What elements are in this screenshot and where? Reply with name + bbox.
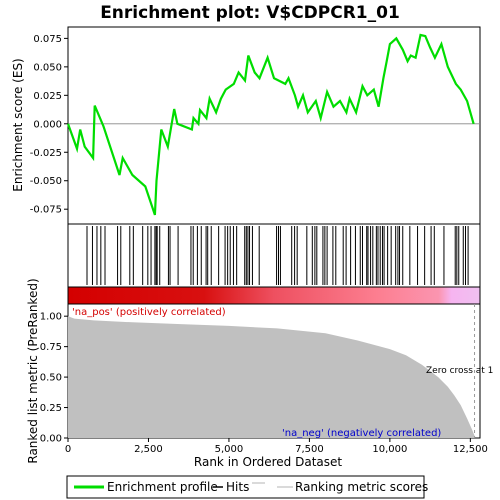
x-tick-label: 7,500 (295, 444, 324, 455)
hits-panel (67, 223, 481, 288)
neg-annotation: 'na_neg' (negatively correlated) (282, 428, 441, 439)
es-y-tick-label: -0.025 (30, 148, 62, 159)
legend: Enrichment profile Hits Ranking metric s… (66, 475, 428, 499)
es-y-axis: -0.075 -0.050 -0.025 0.000 0.025 0.050 0.075 (30, 34, 68, 216)
ranked-y-tick-label: 0.75 (40, 342, 62, 353)
es-y-tick-label: -0.075 (30, 205, 62, 216)
es-y-tick-label: 0.000 (33, 119, 62, 130)
x-tick-label: 12,500 (453, 444, 488, 455)
x-tick-label: 2,500 (134, 444, 163, 455)
ranked-y-tick-label: 0.50 (40, 373, 62, 384)
x-tick-label: 10,000 (372, 444, 407, 455)
x-tick-label: 5,000 (215, 444, 244, 455)
es-y-tick-label: 0.025 (33, 91, 62, 102)
chart-title: Enrichment plot: V$CDPCR1_01 (100, 3, 400, 23)
es-panel: -0.075 -0.050 -0.025 0.000 0.025 0.050 0.075 E… (11, 26, 481, 225)
zero-cross-annotation: Zero cross at 1 (426, 366, 493, 376)
ranked-y-tick-label: 0.00 (40, 434, 62, 445)
ranked-y-axis: 0.00 0.25 0.50 0.75 1.00 (40, 312, 68, 445)
ranking-metric-area (68, 316, 475, 438)
es-y-label: Enrichment score (ES) (11, 58, 25, 191)
ranked-y-tick-label: 0.25 (40, 403, 62, 414)
enrichment-profile-line (66, 33, 475, 216)
x-axis-label: Rank in Ordered Dataset (194, 455, 342, 469)
ranking-color-bar (67, 286, 481, 305)
ranked-y-label: Ranked list metric (PreRanked) (26, 278, 40, 463)
es-plot-area (67, 26, 481, 225)
ranked-x-axis: 0 2,500 5,000 7,500 10,000 12,500 (65, 438, 488, 455)
legend-ranking-label: Ranking metric scores (295, 480, 428, 494)
legend-box (66, 475, 425, 499)
hits-area (67, 223, 481, 288)
legend-es-label: Enrichment profile (107, 480, 218, 494)
legend-hits-label: Hits (226, 480, 249, 494)
ranked-y-tick-label: 1.00 (40, 312, 62, 323)
pos-annotation: 'na_pos' (positively correlated) (72, 307, 226, 318)
x-tick-label: 0 (65, 444, 71, 455)
es-y-tick-label: -0.050 (30, 176, 62, 187)
es-y-tick-label: 0.050 (33, 62, 62, 73)
ranked-panel: 0.00 0.25 0.50 0.75 1.00 0 2,500 5,000 7,500 10,… (26, 278, 493, 469)
hit-marks (86, 226, 469, 285)
es-y-tick-label: 0.075 (33, 34, 62, 45)
